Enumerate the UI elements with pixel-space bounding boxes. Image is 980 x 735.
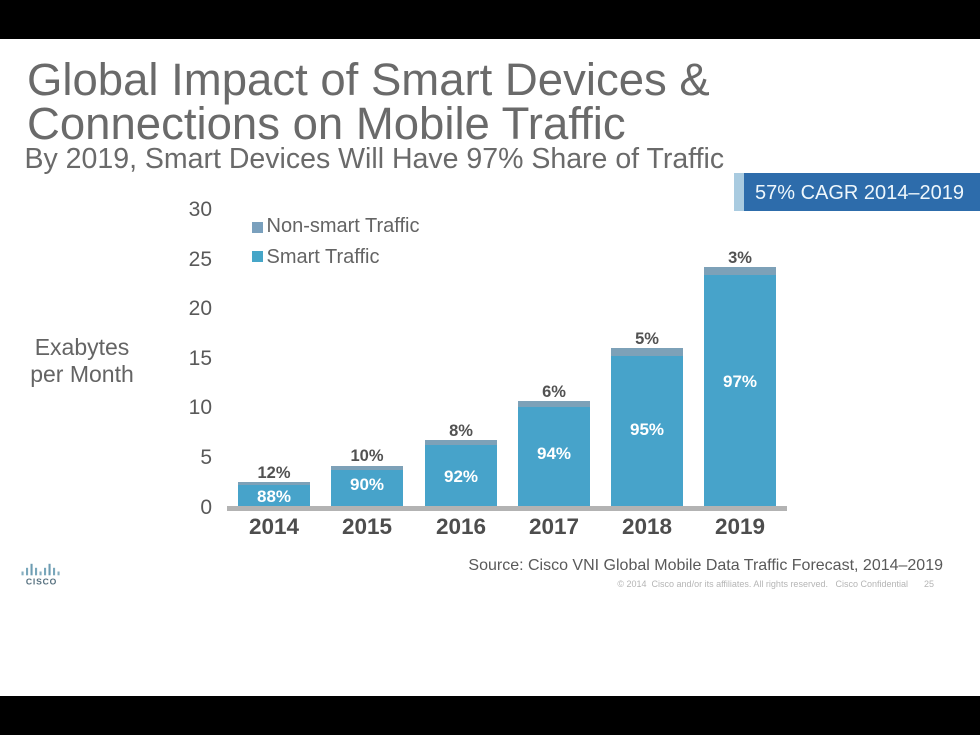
svg-text:CISCO: CISCO (26, 577, 57, 587)
